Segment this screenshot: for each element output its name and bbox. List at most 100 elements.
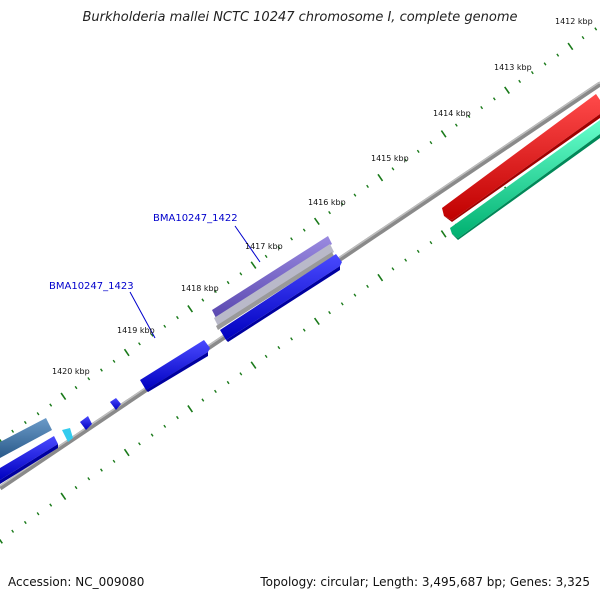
minor-tick-mark [290,237,293,241]
major-tick-mark [567,42,574,51]
minor-tick-mark [416,149,420,153]
minor-tick-mark [214,289,217,293]
minor-tick-mark [239,372,243,376]
minor-tick-mark [264,354,268,358]
minor-tick-mark [467,114,471,119]
minor-tick-mark [416,249,420,253]
major-tick-mark [440,130,447,138]
minor-tick-mark [100,368,103,372]
major-tick-mark [60,392,67,401]
gene-blue-left[interactable] [0,436,58,484]
major-tick-mark [187,305,194,313]
minor-tick-mark [201,298,205,302]
minor-tick-mark [429,241,433,245]
gene-steel-forward[interactable] [0,418,52,458]
minor-tick-mark [581,36,585,40]
major-tick-mark [313,317,320,326]
major-tick-mark [123,348,130,357]
minor-tick-mark [594,27,598,31]
minor-tick-mark [340,202,344,206]
major-tick-mark [377,273,384,282]
minor-tick-mark [290,337,293,341]
major-tick-mark [187,405,194,413]
minor-tick-mark [87,477,91,481]
gene-label-line-1423 [129,291,156,339]
minor-tick-mark [226,380,230,385]
minor-tick-mark [480,106,484,110]
minor-tick-mark [112,359,116,363]
gene-label-line-1422 [234,225,261,263]
minor-tick-mark [49,403,53,407]
minor-tick-mark [49,503,53,507]
minor-tick-mark [239,272,243,276]
minor-tick-mark [366,284,369,288]
minor-tick-mark [302,328,306,332]
minor-tick-mark [74,485,78,490]
tick-label: 1415 kbp [371,154,409,163]
gene-cyan-small[interactable] [62,428,73,442]
tick-label: 1420 kbp [52,367,90,376]
gene-blue-small-1[interactable] [110,398,121,410]
major-tick-mark [250,261,257,269]
tick-label: 1416 kbp [308,198,346,207]
minor-tick-mark [353,193,357,197]
minor-tick-mark [340,302,344,306]
minor-tick-mark [163,424,167,428]
gene-label-bma10247-1422[interactable]: BMA10247_1422 [153,213,238,224]
tick-label: 1417 kbp [245,242,283,251]
minor-tick-mark [138,342,141,346]
minor-tick-mark [11,429,15,433]
minor-tick-mark [518,79,522,84]
gene-teal[interactable] [450,120,600,240]
minor-tick-mark [366,184,369,188]
minor-tick-mark [150,433,154,437]
minor-tick-mark [36,412,40,416]
minor-tick-mark [74,385,78,390]
gene-blue-bma10247-1423[interactable] [140,340,210,392]
minor-tick-mark [277,245,281,250]
minor-tick-mark [391,267,395,271]
minor-tick-mark [556,53,560,57]
tick-label: 1419 kbp [117,326,155,335]
minor-tick-mark [404,258,408,262]
minor-tick-mark [328,210,331,215]
minor-tick-mark [138,442,141,446]
genome-summary-text: Topology: circular; Length: 3,495,687 bp… [260,575,590,589]
minor-tick-mark [36,512,40,516]
outer-tick-ring [0,27,598,444]
minor-tick-mark [492,97,496,101]
accession-text: Accession: NC_009080 [8,575,145,589]
major-tick-mark [250,361,257,369]
minor-tick-mark [429,141,433,145]
gene-purple-forward[interactable] [212,236,334,330]
minor-tick-mark [150,333,154,337]
major-tick-mark [377,173,384,182]
minor-tick-mark [226,280,230,285]
minor-tick-mark [277,345,281,350]
tick-label: 1418 kbp [181,284,219,293]
minor-tick-mark [353,293,357,297]
minor-tick-mark [454,123,458,127]
minor-tick-mark [302,228,306,232]
minor-tick-mark [391,167,395,171]
minor-tick-mark [530,71,534,75]
major-tick-mark [123,448,130,457]
gene-blue-large[interactable] [220,254,342,342]
gene-label-bma10247-1423[interactable]: BMA10247_1423 [49,281,134,292]
major-tick-mark [0,538,3,544]
tick-label: 1414 kbp [433,109,471,118]
minor-tick-mark [264,254,268,258]
tick-label: 1412 kbp [555,17,593,26]
gene-red[interactable] [442,94,600,222]
minor-tick-mark [328,310,331,315]
minor-tick-mark [23,520,27,525]
gene-blue-small-2[interactable] [80,416,92,430]
major-tick-mark [313,217,320,226]
tick-labels: 1412 kbp 1413 kbp 1414 kbp 1415 kbp 1416… [52,17,593,376]
minor-tick-mark [163,324,167,328]
tick-label: 1413 kbp [494,63,532,72]
minor-tick-mark [176,415,179,420]
minor-tick-mark [87,377,91,381]
